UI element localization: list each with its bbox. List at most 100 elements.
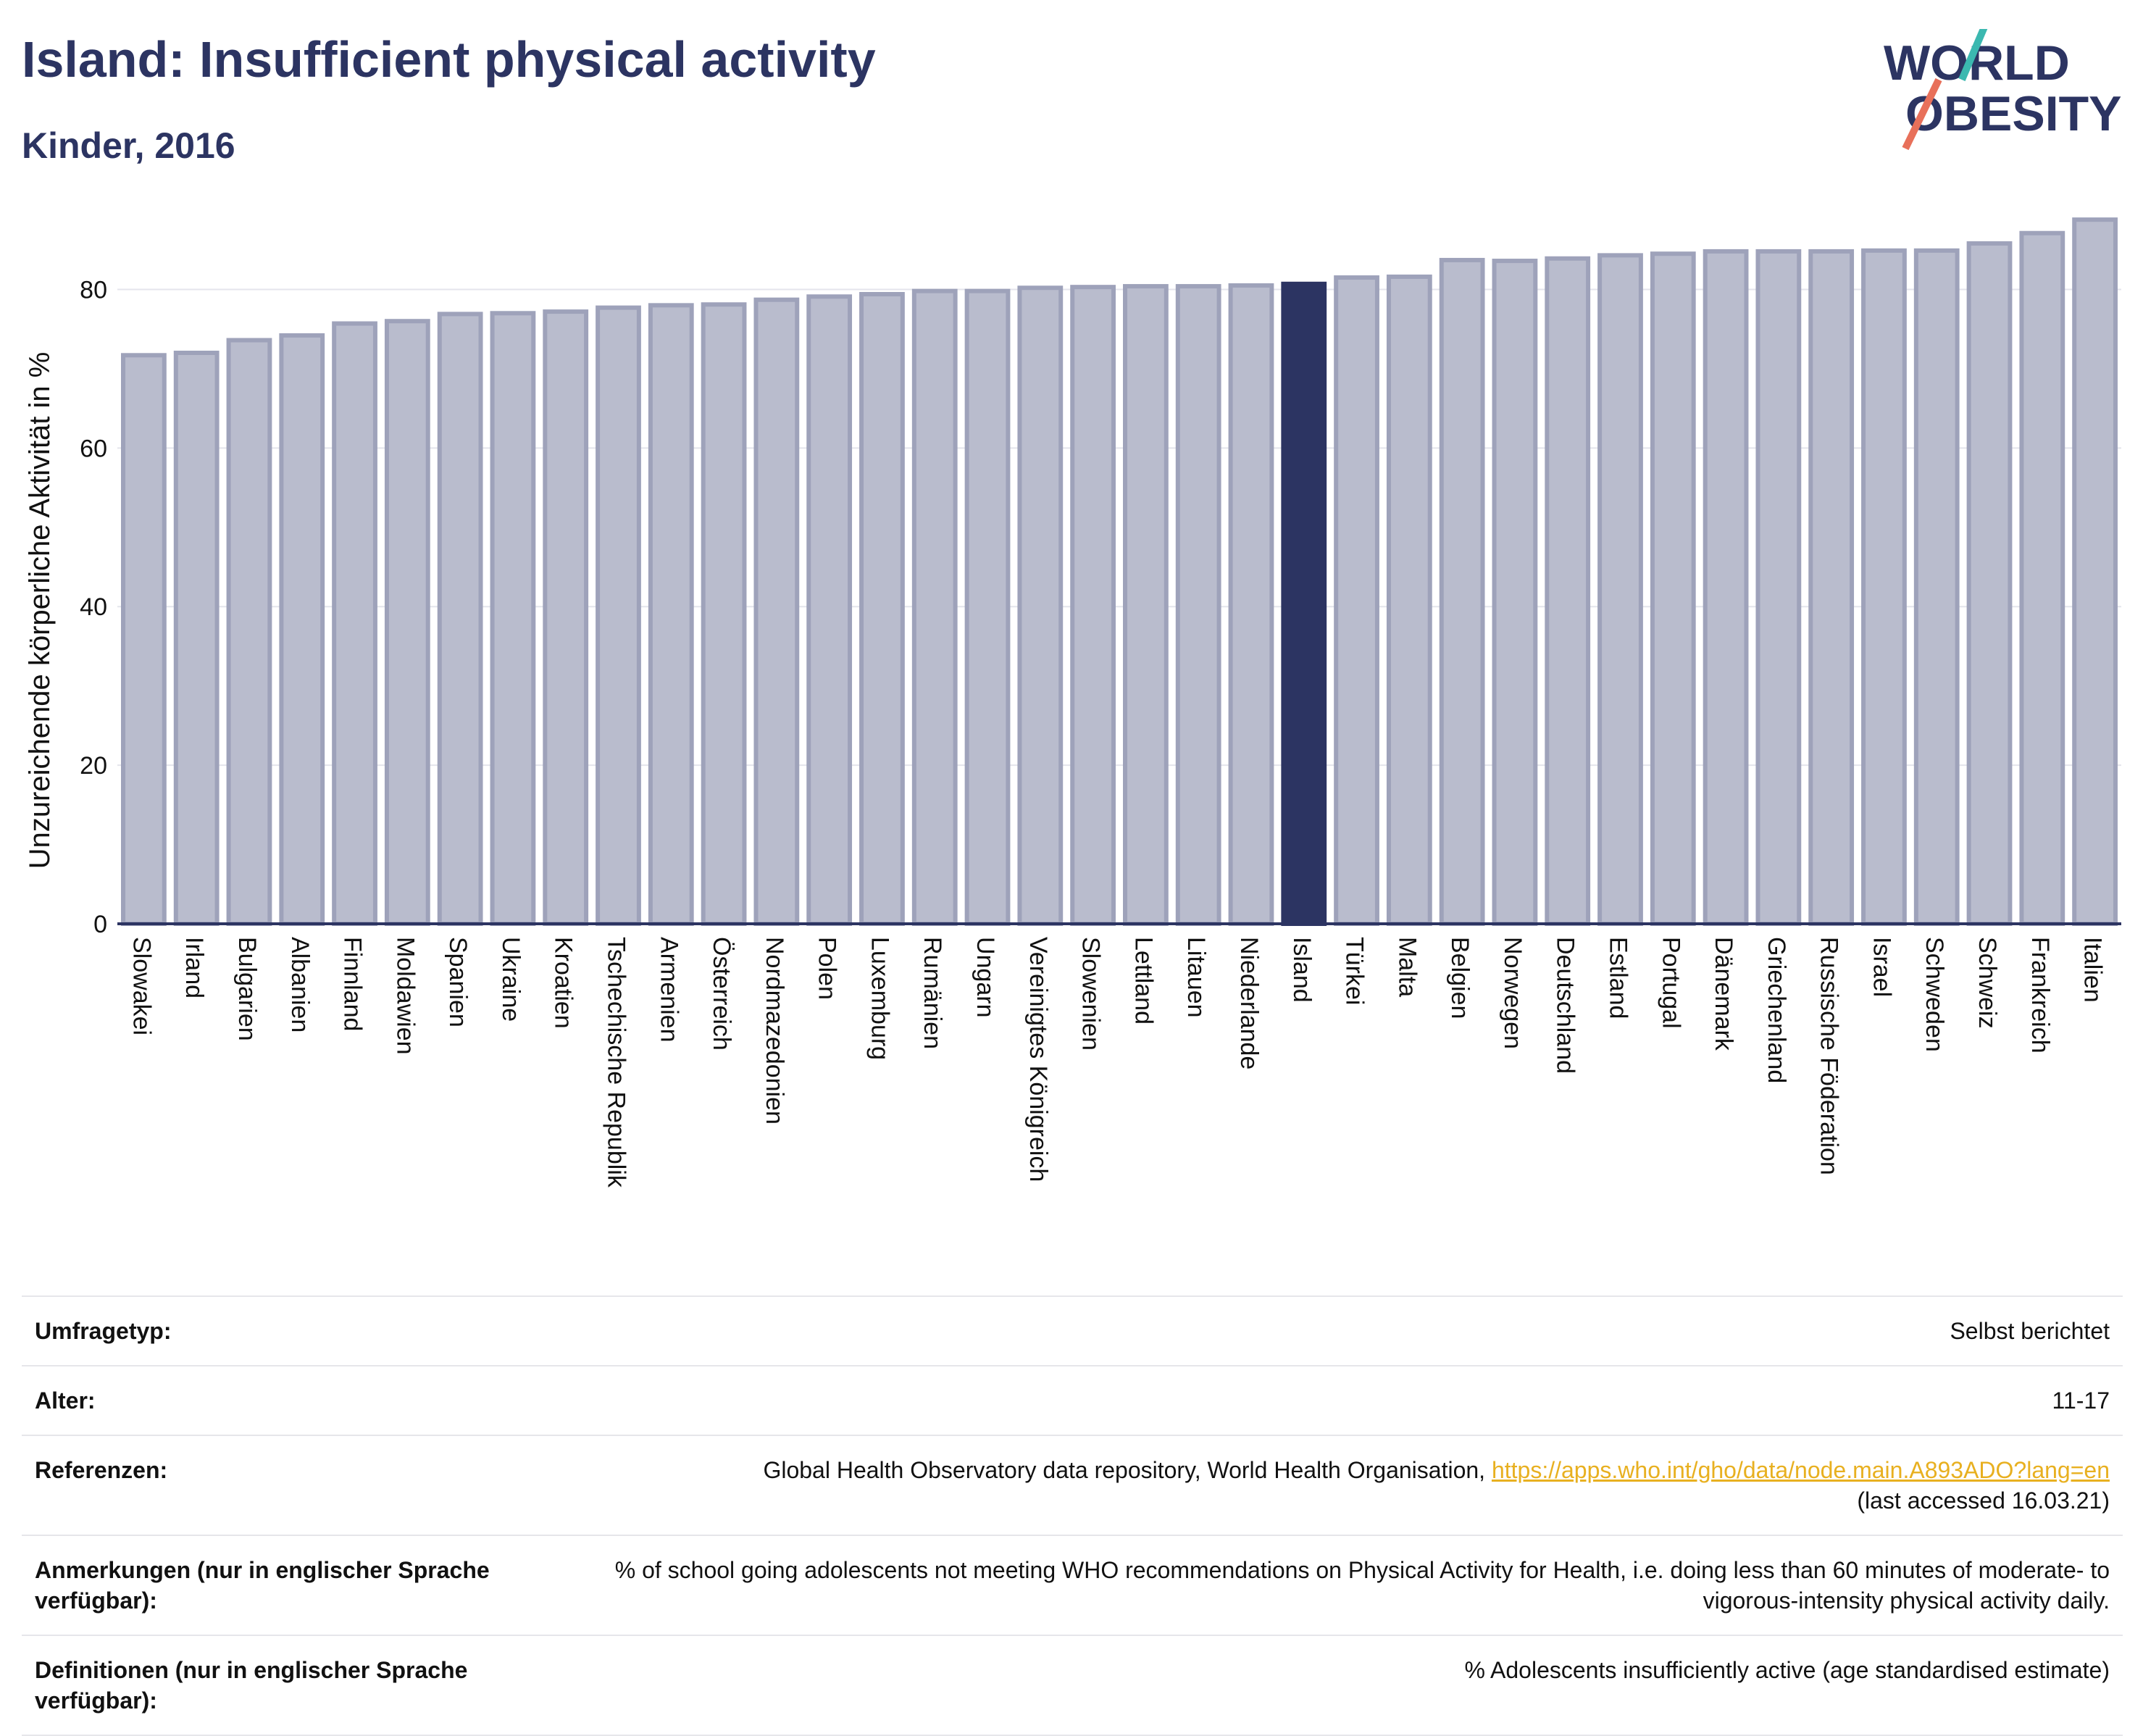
definitions-value: % Adolescents insufficiently active (age… bbox=[1464, 1655, 2110, 1716]
bar-irland bbox=[176, 353, 217, 924]
x-tick-label: Spanien bbox=[444, 937, 472, 1027]
bar-türkei bbox=[1336, 277, 1377, 924]
page-title: Island: Insufficient physical activity bbox=[22, 30, 876, 88]
bar-luxemburg bbox=[861, 294, 903, 924]
y-tick-label: 60 bbox=[80, 435, 107, 462]
x-tick-label: Niederlande bbox=[1235, 937, 1263, 1069]
bar-ukraine bbox=[493, 313, 534, 924]
y-tick-label: 80 bbox=[80, 276, 107, 304]
notes-label: Anmerkungen (nur in englischer Sprache v… bbox=[35, 1555, 585, 1616]
bar-österreich bbox=[703, 304, 745, 924]
age-label: Alter: bbox=[35, 1385, 585, 1416]
x-tick-label: Deutschland bbox=[1552, 937, 1579, 1074]
bar-island bbox=[1283, 284, 1324, 924]
x-tick-label: Albanien bbox=[286, 937, 314, 1032]
y-tick-label: 20 bbox=[80, 752, 107, 780]
references-text: Global Health Observatory data repositor… bbox=[763, 1457, 1492, 1483]
bars bbox=[123, 220, 2115, 924]
x-tick-label: Portugal bbox=[1657, 937, 1684, 1029]
x-tick-label: Moldawien bbox=[391, 937, 419, 1055]
bar-polen bbox=[809, 296, 850, 924]
references-value: Global Health Observatory data repositor… bbox=[763, 1455, 2110, 1516]
info-row-definitions: Definitionen (nur in englischer Sprache … bbox=[22, 1635, 2123, 1736]
info-table: Umfragetyp: Selbst berichtet Alter: 11-1… bbox=[22, 1295, 2123, 1736]
bar-spanien bbox=[440, 314, 481, 924]
bar-moldawien bbox=[387, 321, 428, 924]
bar-slowenien bbox=[1072, 287, 1114, 924]
x-tick-label: Frankreich bbox=[2026, 937, 2054, 1053]
bar-malta bbox=[1389, 277, 1430, 924]
x-tick-label: Griechenland bbox=[1763, 937, 1790, 1083]
bar-schweden bbox=[1916, 251, 1958, 924]
y-ticks: 0 20 40 60 80 bbox=[80, 276, 107, 938]
x-tick-label: Ungarn bbox=[972, 937, 999, 1018]
x-tick-label: Italien bbox=[2079, 937, 2107, 1003]
bar-bulgarien bbox=[229, 340, 270, 924]
x-tick-label: Belgien bbox=[1446, 937, 1474, 1019]
x-tick-label: Lettland bbox=[1129, 937, 1157, 1025]
bar-armenien bbox=[651, 305, 692, 924]
info-row-survey-type: Umfragetyp: Selbst berichtet bbox=[22, 1295, 2123, 1365]
bar-russische-föderation bbox=[1810, 251, 1852, 924]
bar-belgien bbox=[1442, 260, 1483, 924]
x-tick-label: Tschechische Republik bbox=[603, 937, 630, 1188]
bar-kroatien bbox=[545, 312, 586, 924]
x-tick-label: Irland bbox=[180, 937, 208, 998]
bar-finnland bbox=[334, 324, 375, 924]
bar-deutschland bbox=[1547, 259, 1588, 924]
x-tick-label: Slowenien bbox=[1077, 937, 1105, 1051]
bar-dänemark bbox=[1705, 251, 1747, 924]
x-tick-label: Israel bbox=[1868, 937, 1895, 997]
bar-estland bbox=[1600, 255, 1641, 924]
x-tick-label: Norwegen bbox=[1499, 937, 1526, 1049]
definitions-label: Definitionen (nur in englischer Sprache … bbox=[35, 1655, 585, 1716]
info-row-references: Referenzen: Global Health Observatory da… bbox=[22, 1435, 2123, 1535]
world-obesity-logo: WORLD OBESITY bbox=[1884, 29, 2130, 152]
x-tick-label: Bulgarien bbox=[233, 937, 261, 1041]
notes-value: % of school going adolescents not meetin… bbox=[588, 1555, 2110, 1616]
bar-niederlande bbox=[1231, 285, 1272, 924]
x-tick-label: Russische Föderation bbox=[1816, 937, 1843, 1175]
x-tick-label: Rumänien bbox=[919, 937, 946, 1049]
references-label: Referenzen: bbox=[35, 1455, 585, 1516]
x-tick-label: Slowakei bbox=[128, 937, 155, 1035]
x-tick-label: Malta bbox=[1393, 937, 1421, 997]
x-tick-label: Finnland bbox=[339, 937, 367, 1031]
bar-lettland bbox=[1125, 286, 1166, 924]
references-accessed: (last accessed 16.03.21) bbox=[1857, 1487, 2110, 1514]
y-tick-label: 40 bbox=[80, 593, 107, 621]
info-row-notes: Anmerkungen (nur in englischer Sprache v… bbox=[22, 1535, 2123, 1635]
bar-griechenland bbox=[1758, 251, 1799, 924]
info-row-age: Alter: 11-17 bbox=[22, 1365, 2123, 1435]
survey-type-label: Umfragetyp: bbox=[35, 1316, 585, 1346]
bar-albanien bbox=[281, 335, 322, 924]
x-tick-label: Armenien bbox=[655, 937, 682, 1043]
x-tick-label: Litauen bbox=[1182, 937, 1210, 1018]
x-tick-label: Polen bbox=[814, 937, 841, 1000]
bar-schweiz bbox=[1969, 243, 2010, 924]
x-tick-label: Schweden bbox=[1921, 937, 1948, 1052]
bar-vereinigtes-königreich bbox=[1019, 288, 1061, 924]
bar-litauen bbox=[1178, 286, 1219, 924]
bar-rumänien bbox=[914, 291, 956, 924]
references-link[interactable]: https://apps.who.int/gho/data/node.main.… bbox=[1492, 1457, 2110, 1483]
y-axis-label: Unzureichende körperliche Aktivität in % bbox=[24, 352, 56, 869]
bar-norwegen bbox=[1495, 261, 1536, 924]
x-tick-label: Kroatien bbox=[550, 937, 577, 1029]
x-tick-label: Island bbox=[1288, 937, 1316, 1003]
x-tick-label: Dänemark bbox=[1710, 937, 1737, 1051]
x-tick-label: Schweiz bbox=[1973, 937, 2001, 1029]
bar-italien bbox=[2074, 220, 2115, 924]
bar-nordmazedonien bbox=[756, 300, 797, 924]
survey-type-value: Selbst berichtet bbox=[1950, 1316, 2110, 1346]
x-tick-label: Luxemburg bbox=[866, 937, 893, 1060]
age-value: 11-17 bbox=[2052, 1385, 2110, 1416]
x-tick-label: Ukraine bbox=[497, 937, 525, 1022]
x-tick-label: Österreich bbox=[708, 937, 735, 1051]
x-tick-label: Türkei bbox=[1341, 937, 1369, 1005]
bar-israel bbox=[1863, 251, 1905, 924]
y-tick-label: 0 bbox=[93, 911, 107, 938]
page-subtitle: Kinder, 2016 bbox=[22, 125, 235, 167]
bar-chart: 0 20 40 60 80 Slowakei Irland Bulgarien Albanie… bbox=[0, 188, 2143, 1275]
bar-tschechische-republik bbox=[598, 308, 639, 924]
